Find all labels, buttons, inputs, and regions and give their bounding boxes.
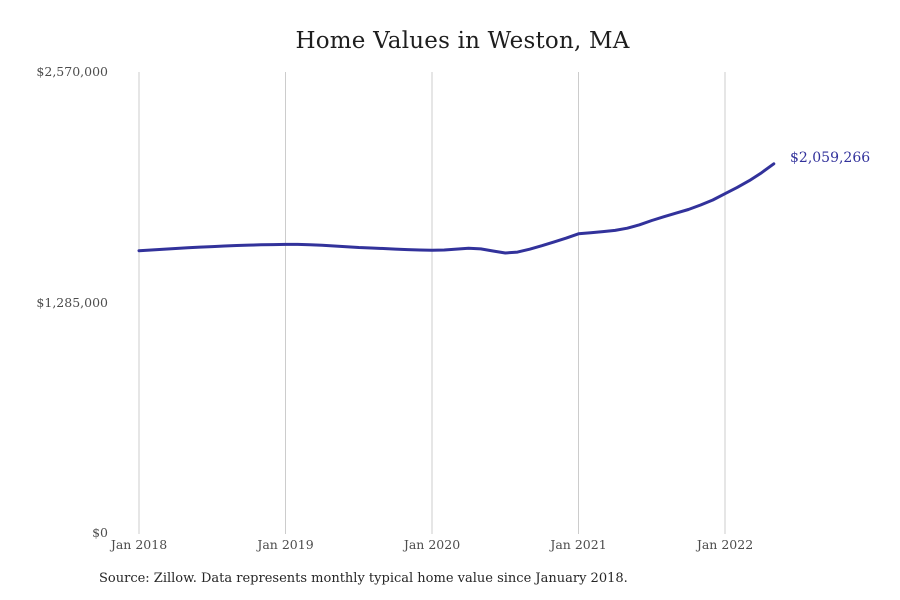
source-note: Source: Zillow. Data represents monthly …: [99, 571, 628, 586]
x-axis-tick-label-2021: Jan 2021: [550, 537, 607, 552]
x-axis-tick-label-2018: Jan 2018: [110, 537, 168, 552]
latest-value-label: $2,059,266: [790, 150, 871, 166]
chart-title: Home Values in Weston, MA: [295, 28, 630, 54]
y-axis-tick-label-zero: $0: [92, 525, 108, 540]
home-value-line-series: [137, 162, 776, 255]
x-axis-tick-label-2020: Jan 2020: [403, 537, 461, 552]
y-axis-tick-label-middle: $1,285,000: [36, 295, 108, 310]
y-axis-tick-label-top: $2,570,000: [36, 64, 108, 79]
x-axis-tick-label-2022: Jan 2022: [696, 537, 754, 552]
x-axis-tick-label-2019: Jan 2019: [257, 537, 314, 552]
